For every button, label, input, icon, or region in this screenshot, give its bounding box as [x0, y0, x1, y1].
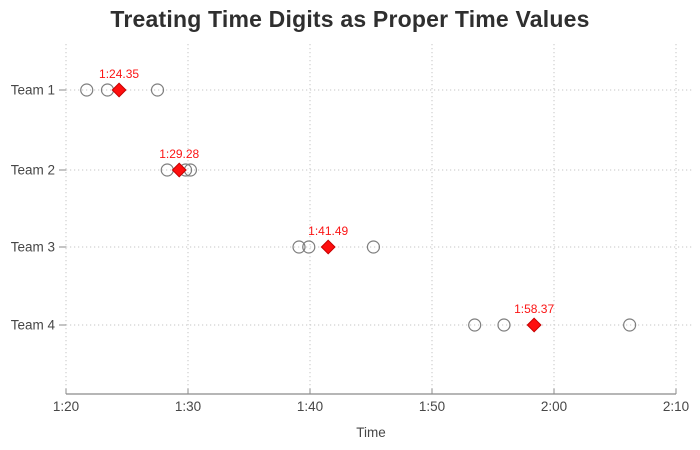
y-tick-label-team: Team 1 [11, 83, 55, 98]
observation-marker [292, 240, 306, 254]
mean-marker [320, 239, 336, 255]
observation-marker [366, 240, 381, 254]
x-tick-label: 2:10 [663, 399, 689, 414]
observation-marker [468, 318, 482, 332]
x-tick-label: 1:50 [419, 399, 445, 414]
x-tick-label: 1:30 [175, 399, 201, 414]
mean-marker [526, 317, 542, 333]
x-axis-title: Time [356, 425, 386, 440]
mean-label: 1:29.28 [159, 147, 199, 161]
mean-label: 1:24.35 [99, 67, 139, 81]
mean-label: 1:41.49 [308, 224, 348, 238]
x-tick-label: 1:40 [297, 399, 323, 414]
observation-marker [80, 83, 94, 97]
observation-marker [150, 83, 165, 97]
mean-label: 1:58.37 [514, 302, 554, 316]
y-tick-label-team: Team 4 [11, 318, 56, 333]
y-tick-label-team: Team 2 [11, 163, 55, 178]
x-tick-label: 1:20 [53, 399, 79, 414]
mean-marker [171, 162, 187, 178]
y-tick-label-team: Team 3 [11, 240, 55, 255]
observation-marker [302, 240, 316, 254]
observation-marker [623, 318, 637, 332]
observation-marker [497, 318, 511, 332]
chart-title: Treating Time Digits as Proper Time Valu… [110, 6, 590, 32]
x-tick-label: 2:00 [541, 399, 567, 414]
mean-marker [111, 82, 127, 98]
